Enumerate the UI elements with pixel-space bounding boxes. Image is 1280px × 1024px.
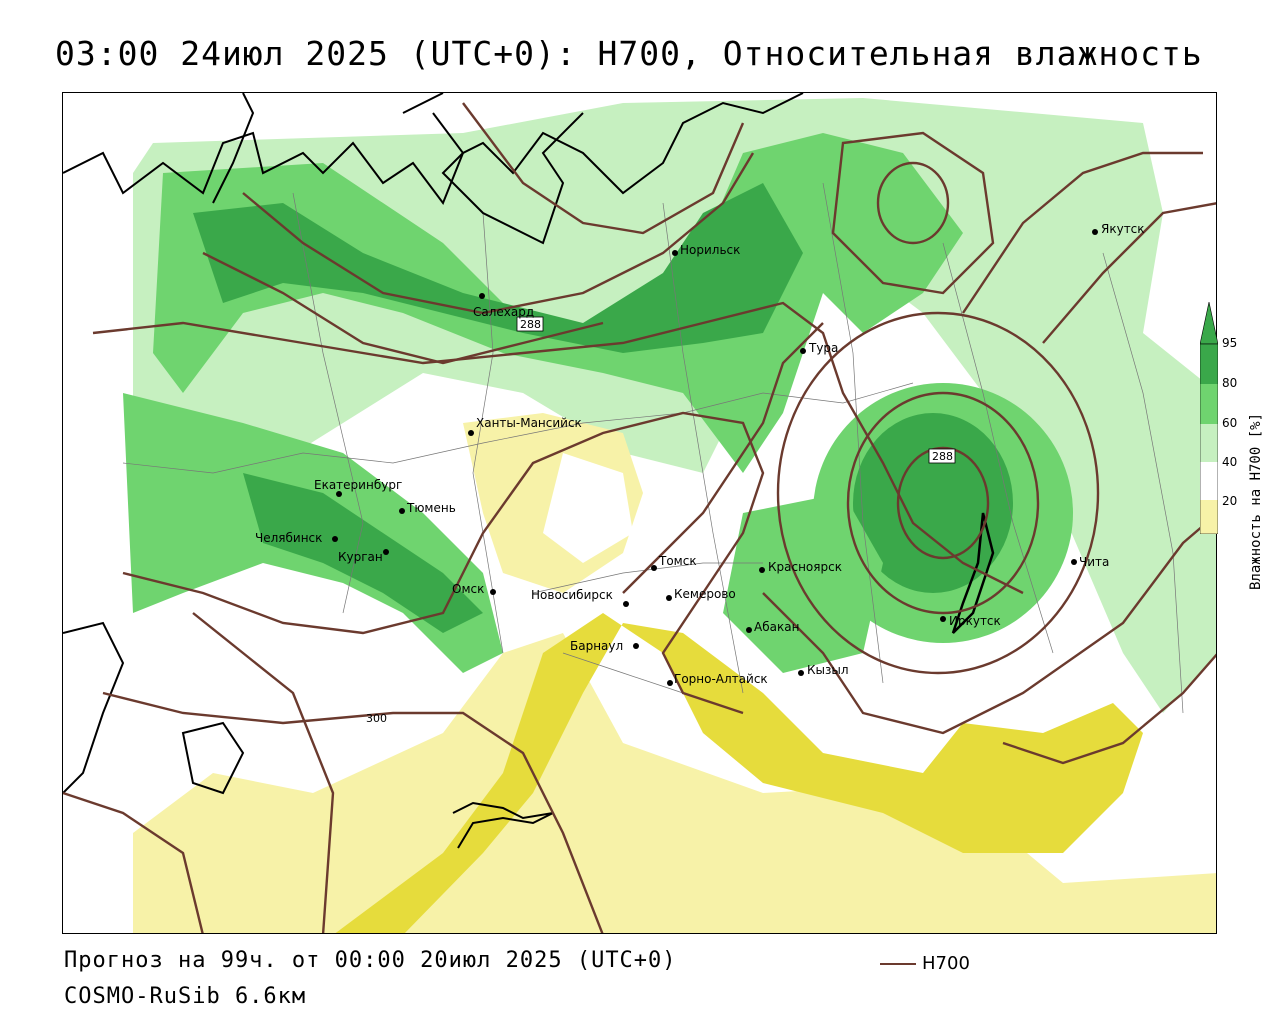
svg-text:Норильск: Норильск	[680, 243, 740, 257]
city-kyzyl: Кызыл	[798, 663, 849, 677]
colorbar-tick: 95	[1222, 336, 1238, 350]
city-omsk: Омск	[452, 582, 496, 596]
map-title: 03:00 24июл 2025 (UTC+0): H700, Относите…	[55, 34, 1203, 73]
city-abakan: Абакан	[746, 620, 799, 634]
city-kemerovo: Кемерово	[666, 587, 736, 601]
contour-label-group: 288 288 300	[366, 316, 956, 725]
colorbar-tick: 80	[1222, 376, 1238, 390]
h700-contours	[63, 102, 1216, 933]
svg-text:Омск: Омск	[452, 582, 484, 596]
city-novosibirsk: Новосибирск	[531, 588, 629, 607]
humidity-band-20	[133, 633, 1216, 933]
city-barnaul: Барнаул	[570, 639, 639, 653]
city-chelyabinsk: Челябинск	[255, 531, 338, 545]
city-tomsk: Томск	[651, 554, 697, 571]
city-kurgan: Курган	[338, 549, 389, 564]
svg-text:Кемерово: Кемерово	[674, 587, 736, 601]
colorbar-tick: 60	[1222, 416, 1238, 430]
svg-text:Челябинск: Челябинск	[255, 531, 322, 545]
contour-label: 288	[520, 318, 541, 331]
svg-text:Якутск: Якутск	[1101, 222, 1145, 236]
city-markers: Салехард Норильск Якутск Тура Ханты-Манс…	[255, 222, 1145, 686]
city-ekaterinburg: Екатеринбург	[314, 478, 402, 497]
svg-text:Чита: Чита	[1079, 555, 1109, 569]
svg-text:Горно-Алтайск: Горно-Алтайск	[674, 672, 768, 686]
city-khanty-mansiysk: Ханты-Мансийск	[468, 416, 582, 436]
weather-map[interactable]: 288 288 300 Салехард Норильск Якутск Тур…	[62, 92, 1217, 934]
city-tyumen: Тюмень	[399, 501, 456, 515]
svg-text:Тюмень: Тюмень	[406, 501, 456, 515]
city-irkutsk: Иркутск	[940, 614, 1001, 628]
svg-text:Екатеринбург: Екатеринбург	[314, 478, 402, 492]
model-info: COSMO-RuSib 6.6км	[64, 984, 307, 1009]
coastlines	[63, 93, 995, 849]
city-gorno-altaysk: Горно-Алтайск	[667, 672, 768, 686]
forecast-info: Прогноз на 99ч. от 00:00 20июл 2025 (UTC…	[64, 948, 677, 973]
svg-text:Ханты-Мансийск: Ханты-Мансийск	[476, 416, 582, 430]
line-swatch	[880, 962, 916, 965]
humidity-band-0	[335, 613, 1143, 933]
contour-label: 300	[366, 712, 387, 725]
svg-text:Кызыл: Кызыл	[807, 663, 849, 677]
svg-text:Барнаул: Барнаул	[570, 639, 623, 653]
contour-label: 288	[932, 450, 953, 463]
svg-text:Курган: Курган	[338, 550, 383, 564]
humidity-colorbar	[1200, 302, 1218, 534]
svg-text:Красноярск: Красноярск	[768, 560, 842, 574]
svg-text:Тура: Тура	[808, 341, 838, 355]
city-norilsk: Норильск	[672, 243, 740, 257]
svg-text:Томск: Томск	[658, 554, 697, 568]
map-canvas: 288 288 300 Салехард Норильск Якутск Тур…	[63, 93, 1216, 933]
city-tura: Тура	[800, 341, 838, 355]
svg-text:Абакан: Абакан	[754, 620, 799, 634]
svg-text:Салехард: Салехард	[473, 305, 534, 319]
city-chita: Чита	[1071, 555, 1109, 569]
line-legend-label: H700	[922, 953, 970, 974]
svg-text:Иркутск: Иркутск	[949, 614, 1001, 628]
colorbar-tick: 20	[1222, 494, 1238, 508]
city-salekhard: Салехард	[473, 293, 534, 319]
h700-line-legend: H700	[880, 953, 970, 974]
city-yakutsk: Якутск	[1092, 222, 1145, 236]
svg-text:Новосибирск: Новосибирск	[531, 588, 613, 602]
city-krasnoyarsk: Красноярск	[759, 560, 842, 574]
colorbar-title: Влажность на H700 [%]	[1248, 412, 1264, 590]
colorbar-tick: 40	[1222, 455, 1238, 469]
